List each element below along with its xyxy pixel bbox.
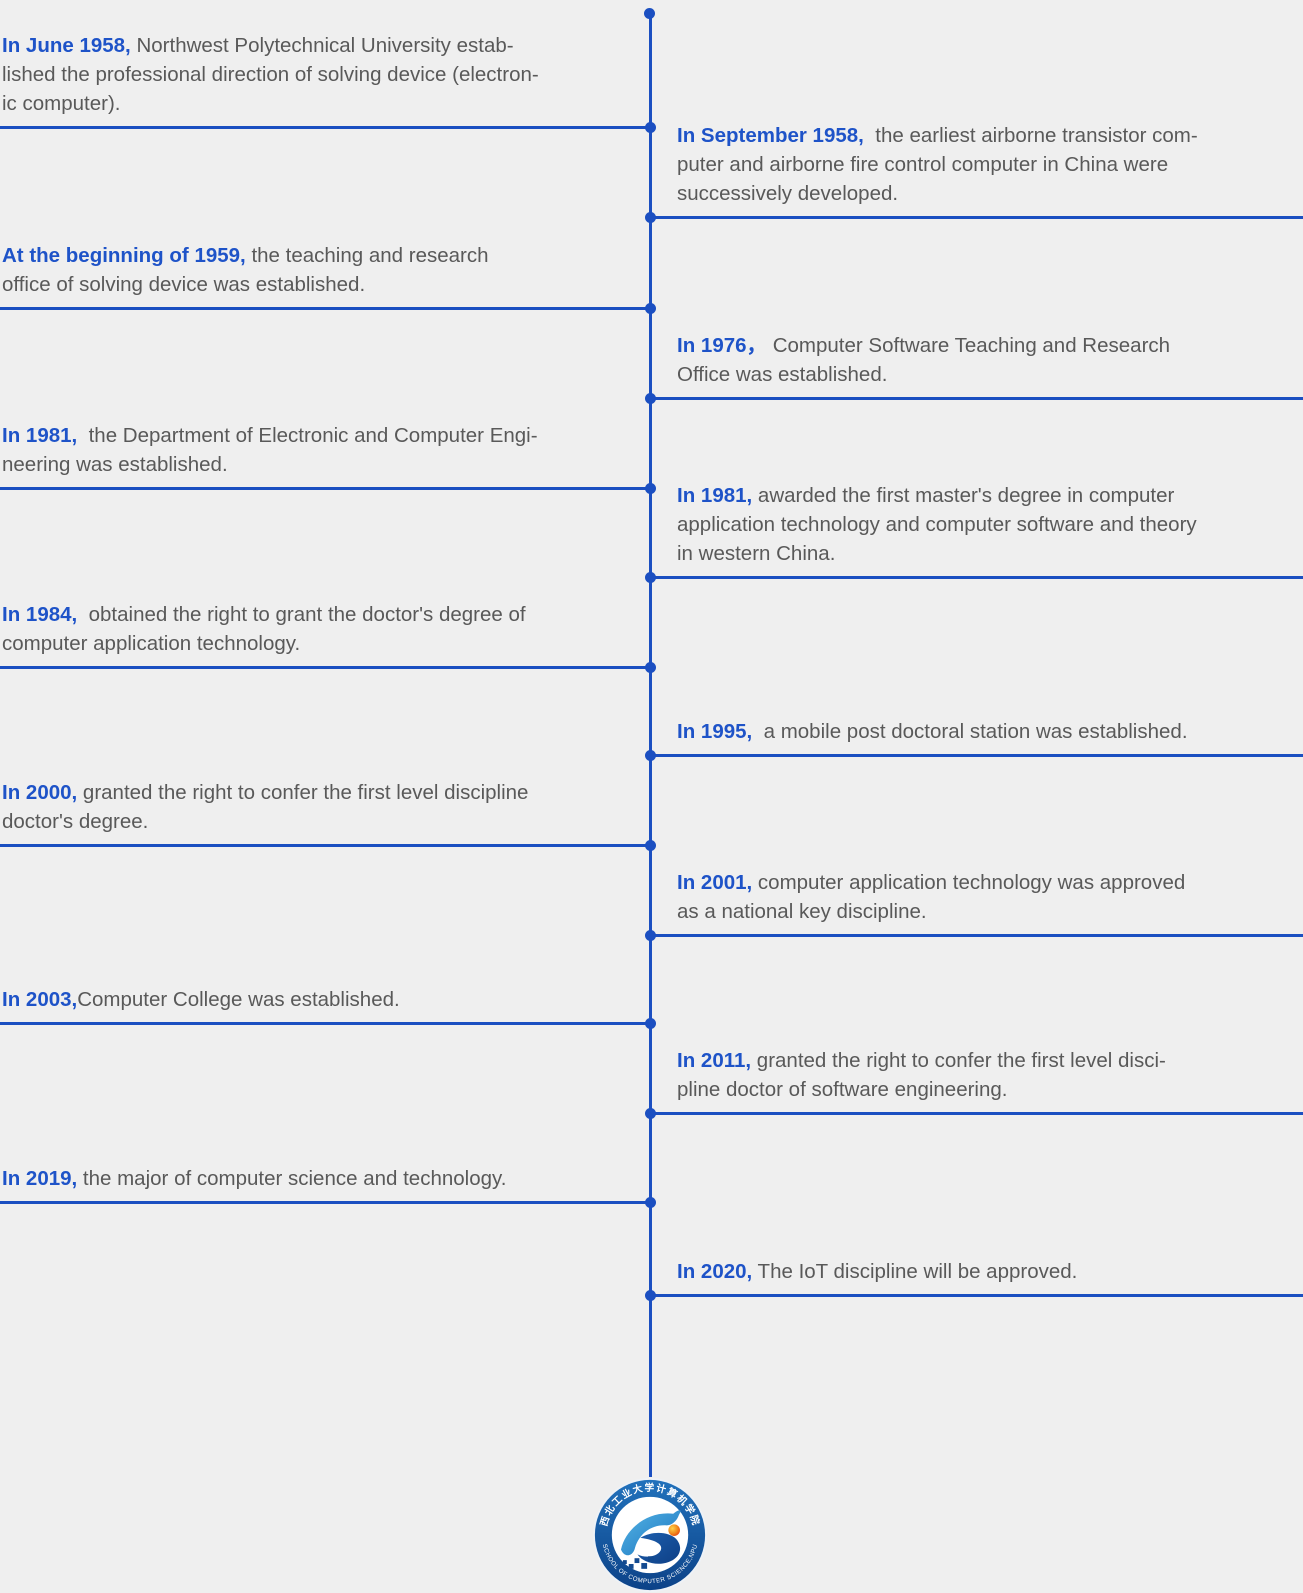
logo-red-dot bbox=[668, 1524, 680, 1536]
entry-body: Computer Software Teaching and Research … bbox=[677, 334, 1171, 386]
timeline-rule bbox=[0, 125, 650, 129]
timeline-rule bbox=[0, 843, 650, 847]
timeline-rule bbox=[650, 933, 1303, 937]
entry-date: In 1976， bbox=[677, 334, 768, 357]
entry-text: In 2019, the major of computer science a… bbox=[2, 1164, 640, 1193]
entry-text: In 2020, The IoT discipline will be appr… bbox=[677, 1257, 1289, 1286]
logo-pixel-squares bbox=[622, 1556, 654, 1569]
entry-body: Computer College was established. bbox=[77, 988, 400, 1011]
entry-text: In 2000, granted the right to confer the… bbox=[2, 778, 640, 836]
school-logo: 西北工业大学计算机学院 SCHOOL OF COMPUTER SCIENCE,N… bbox=[592, 1477, 708, 1593]
entry-date: In 2003, bbox=[2, 988, 78, 1011]
entry-body: the major of computer science and techno… bbox=[77, 1167, 507, 1190]
entry-body: The IoT discipline will be approved. bbox=[752, 1260, 1078, 1283]
timeline-node-dot bbox=[644, 121, 656, 133]
timeline-node-dot bbox=[644, 749, 656, 761]
timeline-node-dot bbox=[644, 1289, 656, 1301]
entry-text: In 2011, granted the right to confer the… bbox=[677, 1046, 1289, 1104]
entry-text: In 1976， Computer Software Teaching and … bbox=[677, 331, 1289, 389]
timeline-start-dot bbox=[644, 8, 655, 19]
entry-date: In 2020, bbox=[677, 1260, 753, 1283]
entry-date: In 2019, bbox=[2, 1167, 78, 1190]
entry-date: In 1981, bbox=[2, 424, 78, 447]
entry-date: In June 1958, bbox=[2, 34, 131, 57]
entry-body: a mobile post doctoral station was estab… bbox=[752, 720, 1188, 743]
entry-text: In 2003,Computer College was established… bbox=[2, 985, 640, 1014]
timeline-rule bbox=[0, 1200, 650, 1204]
timeline-node-dot bbox=[644, 1196, 656, 1208]
entry-date: At the beginning of 1959, bbox=[2, 244, 246, 267]
school-logo-icon: 西北工业大学计算机学院 SCHOOL OF COMPUTER SCIENCE,N… bbox=[592, 1477, 708, 1593]
entry-body: the earliest airborne transistor com- pu… bbox=[677, 124, 1198, 205]
timeline-node-dot bbox=[644, 482, 656, 494]
timeline-rule bbox=[650, 1111, 1303, 1115]
entry-date: In 1984, bbox=[2, 603, 78, 626]
entry-text: In 1981, awarded the first master's degr… bbox=[677, 481, 1289, 568]
entry-date: In 1995, bbox=[677, 720, 753, 743]
timeline-rule bbox=[0, 306, 650, 310]
timeline-rule bbox=[650, 396, 1303, 400]
timeline-node-dot bbox=[644, 392, 656, 404]
entry-date: In 2001, bbox=[677, 871, 753, 894]
entry-body: granted the right to confer the first le… bbox=[677, 1049, 1166, 1101]
entry-text: At the beginning of 1959, the teaching a… bbox=[2, 241, 640, 299]
timeline-rule bbox=[650, 1293, 1303, 1297]
entry-date: In 2000, bbox=[2, 781, 78, 804]
timeline-node-dot bbox=[644, 929, 656, 941]
entry-body: awarded the first master's degree in com… bbox=[677, 484, 1197, 565]
timeline-rule bbox=[0, 1021, 650, 1025]
entry-text: In 1981, the Department of Electronic an… bbox=[2, 421, 640, 479]
timeline-node-dot bbox=[644, 571, 656, 583]
timeline-node-dot bbox=[644, 839, 656, 851]
entry-date: In 1981, bbox=[677, 484, 753, 507]
logo-swoosh bbox=[621, 1510, 681, 1569]
timeline-node-dot bbox=[644, 661, 656, 673]
entry-text: In 2001, computer application technology… bbox=[677, 868, 1289, 926]
entry-date: In 2011, bbox=[677, 1049, 752, 1072]
entry-body: obtained the right to grant the doctor's… bbox=[2, 603, 526, 655]
timeline-node-dot bbox=[644, 302, 656, 314]
timeline-node-dot bbox=[644, 211, 656, 223]
timeline-rule bbox=[650, 575, 1303, 579]
timeline-rule bbox=[0, 665, 650, 669]
entry-body: computer application technology was appr… bbox=[677, 871, 1186, 923]
entry-text: In 1995, a mobile post doctoral station … bbox=[677, 717, 1289, 746]
timeline-rule bbox=[650, 215, 1303, 219]
entry-text: In September 1958, the earliest airborne… bbox=[677, 121, 1289, 208]
timeline-rule bbox=[0, 486, 650, 490]
timeline-rule bbox=[650, 753, 1303, 757]
entry-body: the teaching and research office of solv… bbox=[2, 244, 489, 296]
entry-body: Northwest Polytechnical University estab… bbox=[2, 34, 539, 115]
entry-body: the Department of Electronic and Compute… bbox=[2, 424, 538, 476]
entry-date: In September 1958, bbox=[677, 124, 864, 147]
timeline-node-dot bbox=[644, 1107, 656, 1119]
timeline-axis bbox=[648, 13, 652, 1477]
entry-text: In 1984, obtained the right to grant the… bbox=[2, 600, 640, 658]
timeline-node-dot bbox=[644, 1017, 656, 1029]
entry-text: In June 1958, Northwest Polytechnical Un… bbox=[2, 31, 640, 118]
entry-body: granted the right to confer the first le… bbox=[2, 781, 529, 833]
